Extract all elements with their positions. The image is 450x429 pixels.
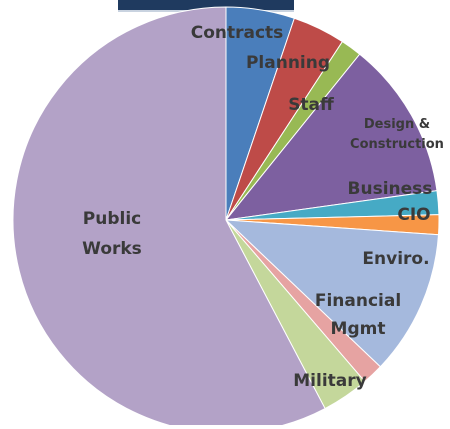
pie-label-enviro: Enviro. [362,249,429,269]
pie-label-contracts: Contracts [191,23,284,43]
pie-label-financial-mgmt: Financial Mgmt [315,291,401,339]
pie-labels: Contracts Planning Staff Design & Constructi… [82,23,444,391]
pie-slice-enviro [224,219,440,368]
pie-label-design-construction: Design & Construction [350,117,444,152]
pie-slice-public-works [12,6,326,429]
pie-label-cio: CIO [397,205,430,225]
pie-slice-design-construction [224,53,438,221]
pie-label-public-works: Public Works [82,209,142,259]
pie-label-military: Military [293,371,366,391]
pie-slices [12,6,440,429]
pie-label-planning: Planning [246,53,330,73]
pie-label-business: Business [348,179,433,199]
pie-label-staff: Staff [288,95,334,115]
